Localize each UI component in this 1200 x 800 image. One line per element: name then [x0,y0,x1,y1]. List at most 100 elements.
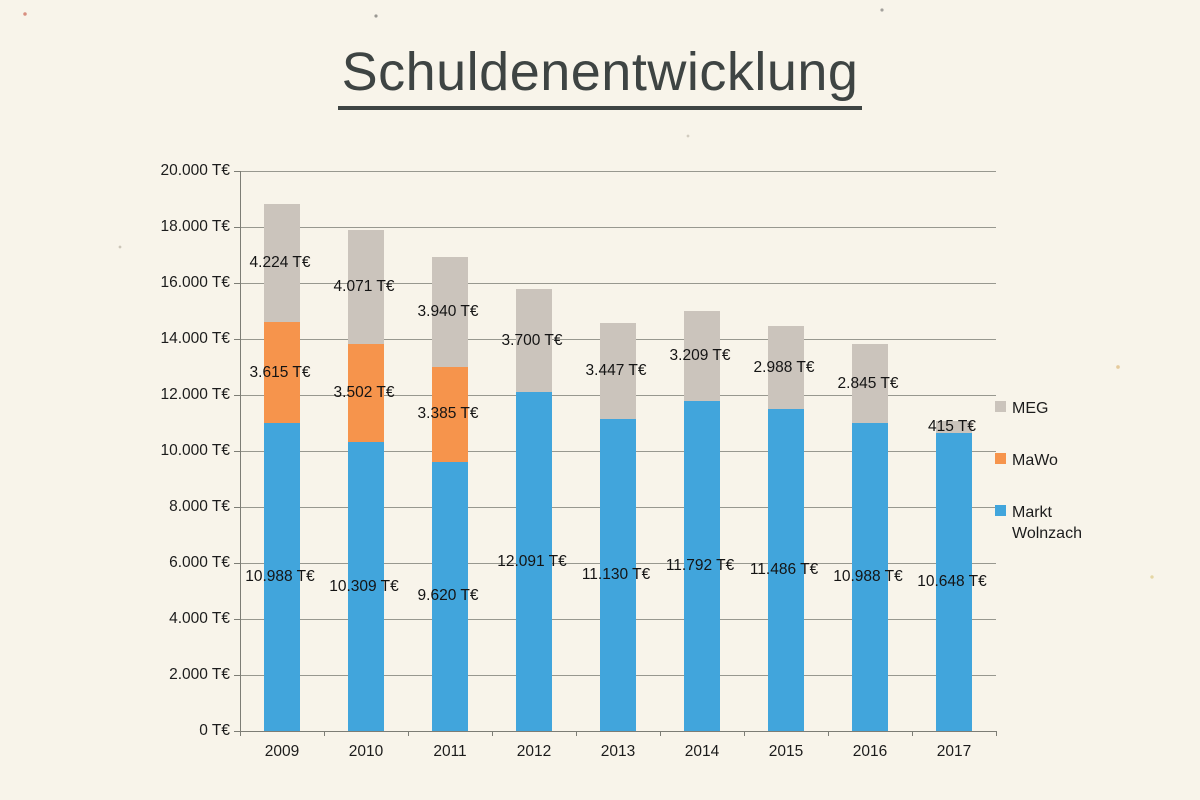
legend-item-meg: MEG [995,398,1110,444]
bar-value-label: 11.486 T€ [749,561,819,579]
x-axis-tick [492,731,493,736]
legend-swatch-icon [995,453,1006,464]
page-title: Schuldenentwicklung [0,44,1200,110]
gridline [240,282,996,284]
page-title-text: Schuldenentwicklung [337,44,863,110]
y-axis-tick [234,450,240,452]
y-axis-tick [234,618,240,620]
legend-label: MEG [1012,400,1049,417]
y-axis-tick-label: 16.000 T€ [160,274,230,291]
legend-label: Markt Wolnzach [1012,504,1082,542]
bar-value-label: 10.309 T€ [329,577,399,595]
x-axis-category-label: 2009 [264,743,300,760]
y-axis-tick [234,562,240,564]
bar-value-label: 3.447 T€ [585,362,647,380]
bar-segment-meg [936,421,972,433]
y-axis-tick-label: 6.000 T€ [169,554,230,571]
legend-item-markt-wolnzach: Markt Wolnzach [995,502,1110,548]
y-axis-tick [234,394,240,396]
bar-value-label: 2.845 T€ [837,374,899,392]
bar-segment-meg [852,343,888,424]
bar-segment-mawo [264,322,300,424]
bar-value-label: 9.620 T€ [417,587,479,605]
bar-segment-markt-wolnzach [684,400,720,731]
x-axis-tick [996,731,997,736]
bar-segment-markt-wolnzach [264,423,300,731]
x-axis-category-label: 2015 [768,743,804,760]
x-axis-tick [912,731,913,736]
bar-segment-meg [348,230,384,345]
x-axis-category-label: 2013 [600,743,636,760]
y-axis-tick-label: 18.000 T€ [160,218,230,235]
legend-swatch-icon [995,401,1006,412]
bar-segment-markt-wolnzach [936,432,972,731]
x-axis-tick [828,731,829,736]
bar-value-label: 11.792 T€ [665,556,735,574]
gridline [240,170,996,172]
bar-value-label: 3.385 T€ [417,405,479,423]
bar-value-label: 12.091 T€ [497,552,567,570]
y-axis-tick [234,730,240,732]
y-axis-tick-label: 10.000 T€ [160,442,230,459]
bar-segment-markt-wolnzach [768,409,804,731]
y-axis-tick [234,506,240,508]
bar-value-label: 11.130 T€ [581,566,651,584]
bar-value-label: 3.700 T€ [501,331,563,349]
y-axis-tick [234,226,240,228]
bar-value-label: 10.648 T€ [917,572,987,590]
x-axis-category-label: 2010 [348,743,384,760]
y-axis-tick-label: 20.000 T€ [160,162,230,179]
legend-swatch-icon [995,505,1006,516]
y-axis-tick [234,674,240,676]
bar-segment-markt-wolnzach [600,419,636,731]
bar-segment-meg [768,325,804,410]
x-axis-tick [660,731,661,736]
y-axis-tick-label: 8.000 T€ [169,498,230,515]
y-axis-tick-label: 12.000 T€ [160,386,230,403]
bar-segment-meg [432,256,468,367]
bar-segment-markt-wolnzach [432,461,468,731]
bar-value-label: 3.502 T€ [333,384,395,402]
x-axis-tick [324,731,325,736]
x-axis-tick [240,731,241,736]
bar-value-label: 4.071 T€ [333,278,395,296]
bar-value-label: 4.224 T€ [249,253,311,271]
y-axis-tick [234,338,240,340]
bar-segment-mawo [348,344,384,443]
bar-segment-mawo [432,366,468,462]
y-axis-line [240,171,241,732]
bar-value-label: 415 T€ [928,418,976,436]
legend-item-mawo: MaWo [995,450,1110,496]
y-axis-tick-label: 2.000 T€ [169,666,230,683]
bar-segment-meg [264,203,300,323]
y-axis-tick-label: 0 T€ [199,722,230,739]
x-axis-category-label: 2017 [936,743,972,760]
bar-segment-markt-wolnzach [516,392,552,731]
x-axis-tick [744,731,745,736]
bar-segment-markt-wolnzach [852,423,888,731]
x-axis-category-label: 2012 [516,743,552,760]
bar-value-label: 3.209 T€ [669,346,731,364]
x-axis-tick [408,731,409,736]
bar-value-label: 3.615 T€ [249,363,311,381]
bar-value-label: 10.988 T€ [245,568,315,586]
y-axis-tick-label: 4.000 T€ [169,610,230,627]
legend-label: MaWo [1012,452,1058,469]
bar-value-label: 3.940 T€ [417,302,479,320]
x-axis-line [240,731,996,732]
bar-segment-meg [516,288,552,393]
x-axis-category-label: 2014 [684,743,720,760]
bar-segment-markt-wolnzach [348,442,384,731]
x-axis-tick [576,731,577,736]
gridline [240,226,996,228]
bar-value-label: 10.988 T€ [833,568,903,586]
bar-value-label: 2.988 T€ [753,358,815,376]
bar-segment-meg [600,322,636,420]
y-axis-tick-label: 14.000 T€ [160,330,230,347]
x-axis-category-label: 2011 [433,743,467,760]
y-axis-tick [234,282,240,284]
bar-segment-meg [684,310,720,401]
y-axis-tick [234,170,240,172]
